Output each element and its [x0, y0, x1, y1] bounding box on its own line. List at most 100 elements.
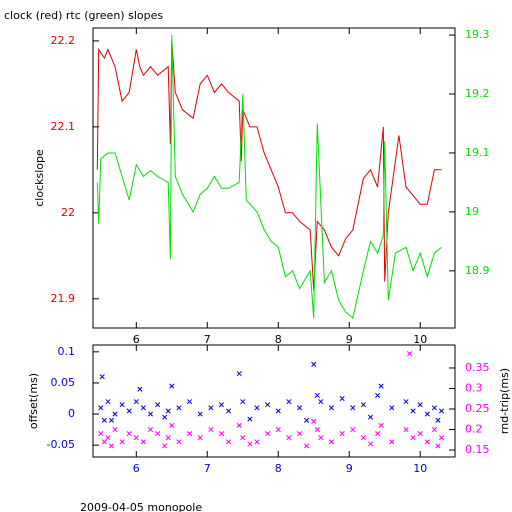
x-marker	[208, 405, 214, 411]
x-marker	[226, 408, 232, 414]
x-tick-label: 9	[346, 333, 353, 346]
x-marker	[126, 431, 132, 437]
y2-tick-label: 18.9	[465, 264, 490, 277]
x-tick-label: 10	[413, 333, 427, 346]
x-marker	[240, 435, 246, 441]
x-marker	[247, 416, 253, 422]
y2-axis-label: rnd-trip(ms)	[498, 368, 511, 434]
x-marker	[360, 402, 366, 408]
series-line	[96, 35, 442, 319]
x-marker	[296, 431, 303, 437]
x-marker	[137, 386, 143, 392]
x-marker	[112, 411, 118, 417]
x-marker	[226, 439, 232, 445]
y-axis-label: clockslope	[33, 149, 46, 207]
x-marker	[296, 405, 303, 411]
x-marker	[108, 417, 115, 423]
y2-tick-label: 19.2	[465, 87, 490, 100]
x-marker	[176, 405, 182, 411]
x-marker	[403, 426, 409, 433]
x-marker	[147, 426, 154, 433]
x-marker	[431, 426, 437, 433]
y-tick-label: 22.2	[51, 34, 76, 47]
x-marker	[431, 405, 437, 411]
x-tick-label: 6	[133, 462, 140, 475]
x-marker	[105, 435, 111, 441]
x-marker	[240, 399, 246, 405]
x-marker	[197, 411, 203, 417]
x-marker	[165, 408, 171, 414]
x-marker	[108, 443, 115, 449]
x-marker	[438, 435, 445, 441]
x-marker	[367, 414, 374, 420]
y-tick-label: 22.1	[51, 120, 76, 133]
x-marker	[328, 439, 335, 445]
chart-title: clock (red) rtc (green) slopes	[4, 9, 163, 22]
x-marker	[218, 402, 225, 408]
x-marker	[265, 431, 271, 437]
x-marker	[275, 408, 281, 414]
x-marker	[417, 431, 423, 437]
plot-frame	[92, 27, 456, 329]
x-marker	[247, 441, 253, 447]
x-marker	[140, 439, 146, 445]
x-marker	[98, 405, 104, 411]
x-marker	[389, 405, 395, 411]
x-marker	[417, 402, 423, 408]
x-marker	[286, 435, 292, 441]
x-marker	[265, 402, 271, 408]
x-marker	[328, 405, 335, 411]
x-marker	[378, 383, 384, 389]
x-marker	[375, 431, 381, 437]
x-marker	[101, 417, 107, 423]
x-marker	[339, 431, 345, 437]
x-marker	[286, 399, 292, 405]
y2-tick-label: 0.3	[465, 381, 483, 394]
x-marker	[133, 399, 139, 405]
x-marker	[162, 443, 168, 449]
x-marker	[375, 392, 381, 398]
x-marker	[169, 383, 175, 389]
series-line	[96, 40, 442, 291]
x-marker	[304, 443, 310, 449]
x-marker	[208, 426, 214, 433]
x-marker	[218, 431, 225, 437]
x-marker	[165, 435, 171, 441]
x-tick-label: 7	[204, 462, 211, 475]
x-marker	[339, 395, 345, 402]
x-marker	[410, 435, 416, 441]
x-marker	[98, 431, 104, 437]
x-marker	[169, 422, 175, 428]
x-marker	[438, 408, 445, 414]
x-marker	[186, 431, 193, 437]
x-tick-label: 8	[275, 462, 282, 475]
x-marker	[350, 405, 356, 411]
x-marker	[99, 374, 105, 380]
x-marker	[424, 439, 430, 445]
x-marker	[367, 441, 374, 447]
x-marker	[435, 417, 441, 423]
x-marker	[314, 426, 320, 433]
x-tick-label: 8	[275, 333, 282, 346]
footer: 2009-04-05 monopole	[80, 501, 202, 512]
x-marker	[378, 422, 384, 428]
x-marker	[126, 408, 132, 414]
plot-frame	[92, 344, 456, 458]
x-marker	[407, 351, 413, 357]
x-tick-label: 6	[133, 333, 140, 346]
y2-tick-label: 0.35	[465, 361, 490, 374]
x-marker	[360, 435, 366, 441]
x-marker	[275, 426, 281, 433]
x-marker	[236, 371, 242, 377]
y-tick-label: 0.05	[51, 376, 76, 389]
x-marker	[186, 399, 193, 405]
y2-tick-label: 0.25	[465, 402, 490, 415]
x-tick-label: 9	[346, 462, 353, 475]
x-marker	[311, 418, 317, 424]
x-marker	[140, 405, 146, 411]
y2-tick-label: 19.3	[465, 28, 490, 41]
x-marker	[155, 402, 161, 408]
x-marker	[112, 426, 118, 433]
x-tick-label: 7	[204, 333, 211, 346]
y-tick-label: -0.05	[47, 438, 75, 451]
